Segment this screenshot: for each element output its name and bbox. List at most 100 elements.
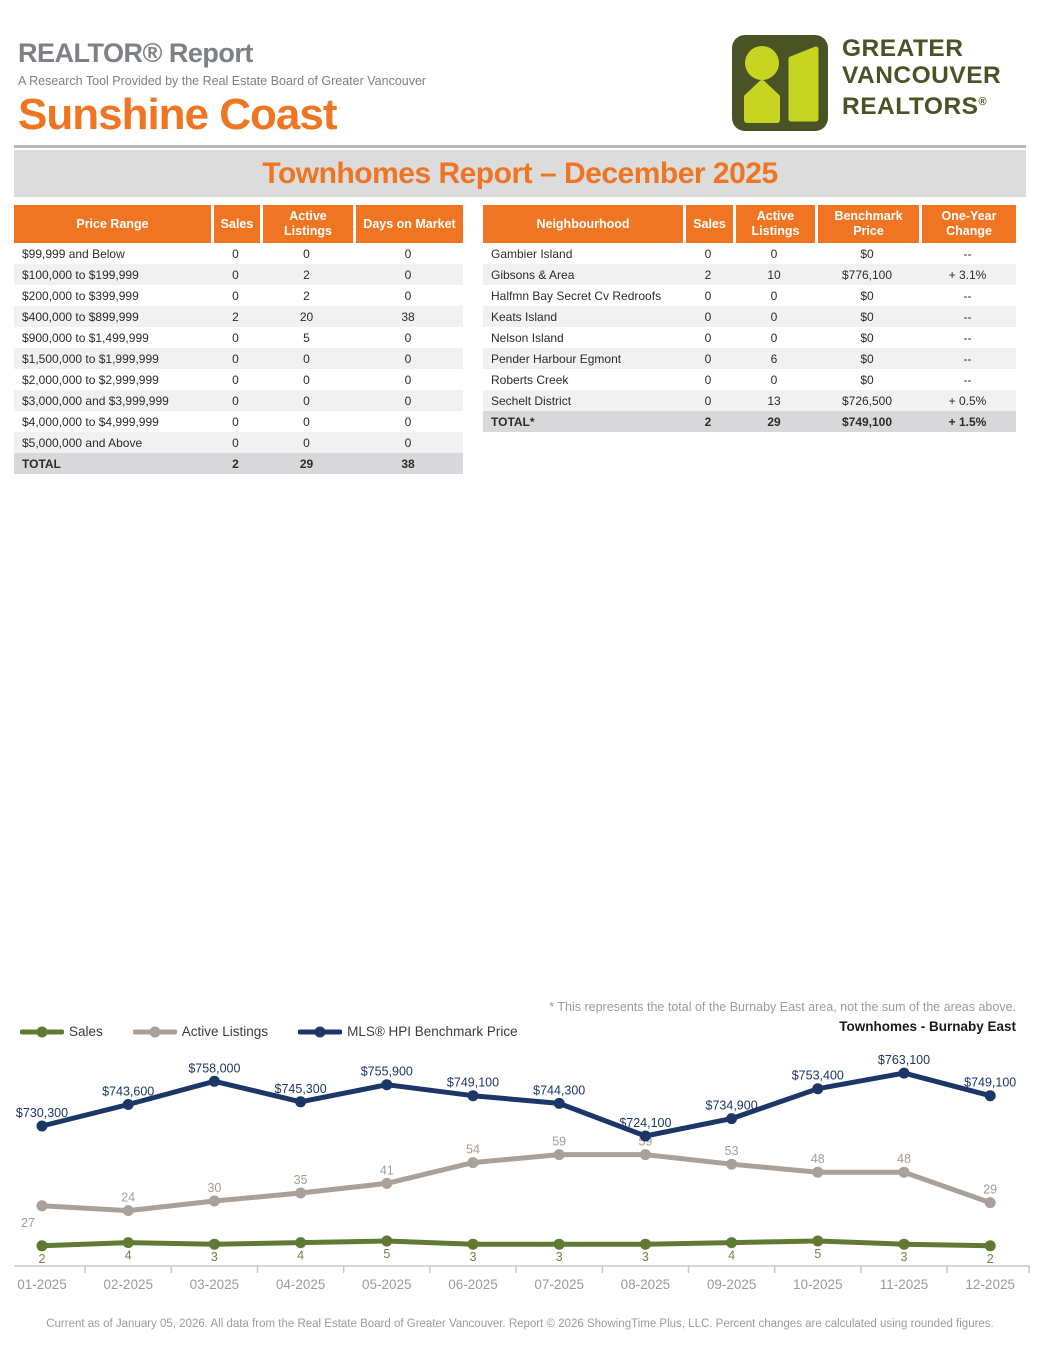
table-row: Gibsons & Area 2 10 $776,100 + 3.1% [483, 264, 1016, 285]
table-cell: 29 [733, 411, 815, 432]
table-cell: $0 [860, 372, 874, 387]
legend-label: MLS® HPI Benchmark Price [347, 1024, 518, 1039]
footer-text: Current as of January 05, 2026. All data… [46, 1318, 994, 1330]
gvr-logo-icon [732, 35, 828, 131]
table-cell: 0 [353, 348, 463, 369]
data-label: $730,300 [16, 1106, 68, 1120]
table-cell: 0 [232, 372, 239, 387]
table-header-row: Price Range Sales Active Listings Days on M… [14, 205, 463, 243]
legend-label: Sales [69, 1024, 103, 1039]
report-band: Townhomes Report – December 2025 [14, 150, 1026, 197]
data-label: $724,100 [619, 1116, 671, 1130]
table-cell: 0 [770, 246, 778, 261]
data-label: 48 [811, 1152, 825, 1166]
column-header: Sales [683, 205, 733, 243]
data-label: 5 [383, 1247, 390, 1261]
data-label: $755,900 [361, 1065, 413, 1079]
table-row: $200,000 to $399,999 0 2 0 [14, 285, 463, 306]
data-point [467, 1090, 479, 1102]
table-cell: $726,500 [815, 390, 919, 411]
table-cell: -- [963, 330, 972, 345]
table-cell: $99,999 and Below [22, 246, 125, 261]
table-cell: 0 [404, 288, 412, 303]
data-point [984, 1197, 996, 1209]
table-cell: 0 [733, 306, 815, 327]
data-label: 27 [21, 1216, 35, 1230]
table-cell: 0 [683, 348, 733, 369]
data-point [295, 1187, 307, 1199]
table-cell: 0 [303, 246, 310, 261]
legend-marker-icon [132, 1026, 177, 1037]
data-point [36, 1120, 48, 1132]
table-cell: 2 [211, 453, 260, 474]
table-cell: 0 [353, 264, 463, 285]
table-row: $4,000,000 to $4,999,999 0 0 0 [14, 411, 463, 432]
data-label: $749,100 [447, 1076, 499, 1090]
table-cell: $0 [815, 306, 919, 327]
data-label: 5 [814, 1247, 821, 1261]
x-axis-label: 09-2025 [707, 1277, 757, 1292]
data-label: 41 [380, 1163, 394, 1177]
data-point [208, 1238, 220, 1250]
table-cell: 0 [260, 390, 353, 411]
column-header: Active Listings [260, 205, 353, 243]
series-line [39, 1152, 993, 1214]
data-point [36, 1200, 48, 1212]
data-label: $743,600 [102, 1085, 154, 1099]
table-cell: $3,000,000 and $3,999,999 [14, 390, 211, 411]
data-label: 24 [121, 1191, 135, 1205]
data-point [381, 1177, 393, 1189]
legend-marker-icon [298, 1026, 343, 1037]
data-point [208, 1075, 220, 1087]
table-cell: 2 [260, 264, 353, 285]
table-cell: + 1.5% [919, 411, 1016, 432]
chart-legend: Sales Active Listings MLS® HPI Benchmark P… [20, 1024, 518, 1039]
table-row: Nelson Island 0 0 $0 -- [483, 327, 1016, 348]
table-cell: 2 [683, 411, 733, 432]
table-cell: 0 [232, 414, 239, 429]
data-label: 3 [211, 1250, 218, 1264]
data-point [984, 1090, 996, 1102]
table-cell: 0 [353, 390, 463, 411]
data-point [381, 1079, 393, 1091]
table-cell: 0 [770, 288, 778, 303]
data-point [36, 1240, 48, 1252]
column-header: Days on Market [353, 205, 463, 243]
data-label: 4 [125, 1249, 132, 1263]
chart-title: Townhomes - Burnaby East [839, 1019, 1016, 1034]
table-cell: Halfmn Bay Secret Cv Redroofs [491, 288, 662, 303]
table-cell: $0 [860, 330, 874, 345]
table-cell: 0 [404, 330, 412, 345]
column-header: Neighbourhood [483, 205, 683, 243]
legend-marker-icon [20, 1026, 64, 1037]
logo-line-2: VANCOUVER [842, 61, 1002, 89]
table-cell: $1,500,000 to $1,999,999 [14, 348, 211, 369]
x-axis-label: 11-2025 [880, 1277, 929, 1292]
x-axis-label: 01-2025 [17, 1277, 67, 1292]
data-label: 4 [728, 1249, 735, 1263]
data-point [467, 1157, 479, 1169]
x-axis-label: 04-2025 [276, 1277, 326, 1292]
table-cell: 0 [232, 288, 239, 303]
gvr-logo: GREATER VANCOUVER REALTORS® [730, 33, 1001, 133]
data-label: 3 [642, 1250, 649, 1264]
table-cell: 0 [404, 414, 412, 429]
x-axis-label: 08-2025 [621, 1277, 671, 1292]
table-row: $100,000 to $199,999 0 2 0 [14, 264, 463, 285]
table-cell: 2 [211, 306, 260, 327]
table-cell: 0 [770, 372, 778, 387]
table-cell: Gambier Island [491, 246, 573, 261]
column-header: Sales [211, 205, 260, 243]
table-cell: TOTAL* [483, 411, 683, 432]
table-cell: Roberts Creek [491, 372, 569, 387]
table-row: $99,999 and Below 0 0 0 [14, 243, 463, 264]
table-cell: Sechelt District [483, 390, 683, 411]
table-row: Roberts Creek 0 0 $0 -- [483, 369, 1016, 390]
column-header: Benchmark Price [815, 205, 919, 243]
table-row: $1,500,000 to $1,999,999 0 0 0 [14, 348, 463, 369]
x-axis-label: 03-2025 [190, 1277, 240, 1292]
table-cell: 29 [260, 453, 353, 474]
data-point [639, 1238, 651, 1250]
data-label: $749,100 [964, 1076, 1016, 1090]
legend-item: Active Listings [132, 1024, 268, 1039]
